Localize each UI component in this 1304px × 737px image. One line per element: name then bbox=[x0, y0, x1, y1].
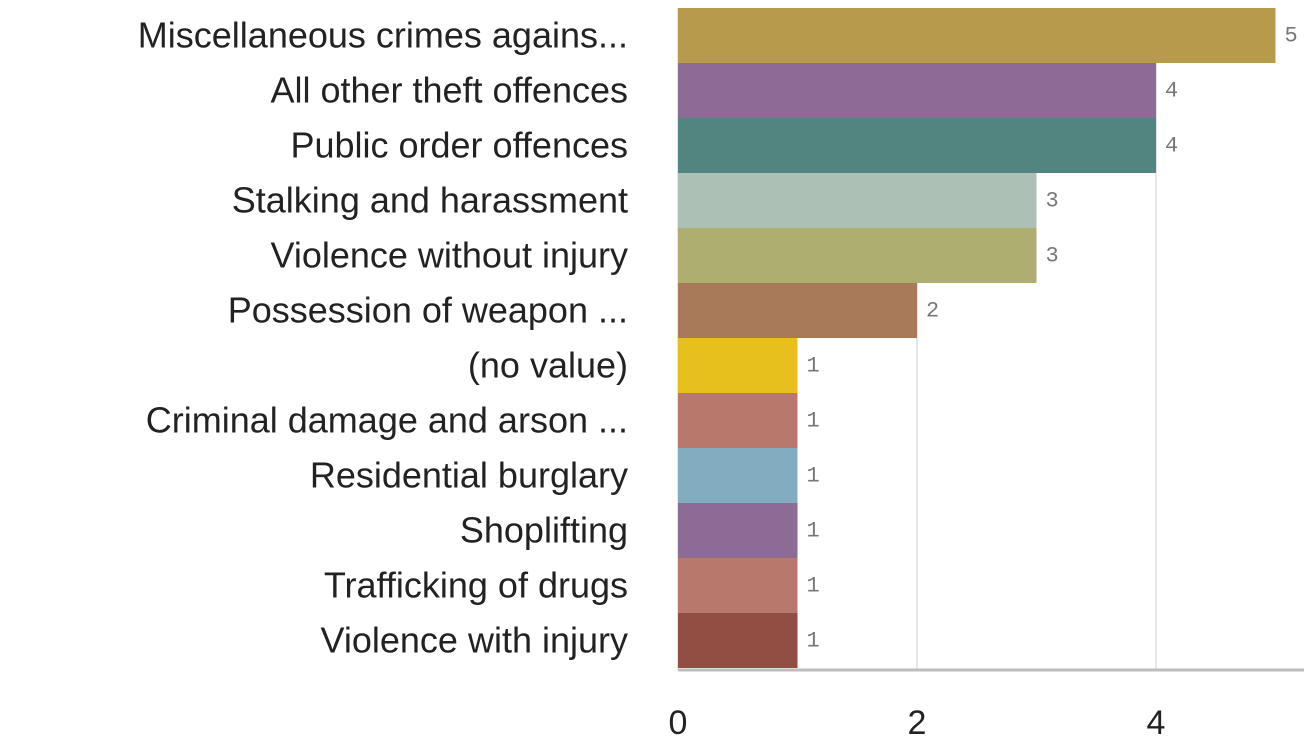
category-label-5: Possession of weapon ... bbox=[228, 290, 628, 331]
bar-8 bbox=[678, 448, 798, 503]
category-label-0: Miscellaneous crimes agains... bbox=[138, 15, 628, 56]
value-label-0: 5 bbox=[1285, 24, 1298, 49]
value-label-6: 1 bbox=[807, 354, 820, 379]
bar-2 bbox=[678, 118, 1156, 173]
category-label-11: Violence with injury bbox=[321, 620, 629, 661]
value-label-2: 4 bbox=[1165, 134, 1178, 159]
bar-3 bbox=[678, 173, 1037, 228]
bar-7 bbox=[678, 393, 798, 448]
category-label-2: Public order offences bbox=[290, 125, 628, 166]
value-label-9: 1 bbox=[807, 519, 820, 544]
value-label-11: 1 bbox=[807, 629, 820, 654]
bar-11 bbox=[678, 613, 798, 668]
bar-5 bbox=[678, 283, 917, 338]
bar-4 bbox=[678, 228, 1037, 283]
bars bbox=[678, 8, 1276, 668]
category-labels: Miscellaneous crimes agains... All other … bbox=[138, 15, 628, 661]
value-label-4: 3 bbox=[1046, 244, 1059, 269]
bar-1 bbox=[678, 63, 1156, 118]
bar-9 bbox=[678, 503, 798, 558]
value-label-1: 4 bbox=[1165, 79, 1178, 104]
category-label-10: Trafficking of drugs bbox=[324, 565, 628, 606]
x-tick-label-2: 4 bbox=[1147, 704, 1166, 737]
value-label-3: 3 bbox=[1046, 189, 1059, 214]
category-label-6: (no value) bbox=[468, 345, 628, 386]
value-label-7: 1 bbox=[807, 409, 820, 434]
category-label-4: Violence without injury bbox=[270, 235, 628, 276]
category-label-1: All other theft offences bbox=[270, 70, 628, 111]
category-label-8: Residential burglary bbox=[310, 455, 628, 496]
value-labels: 5 4 4 3 3 2 1 1 1 1 1 1 bbox=[807, 24, 1298, 654]
bar-0 bbox=[678, 8, 1276, 63]
value-label-5: 2 bbox=[926, 299, 939, 324]
category-label-7: Criminal damage and arson ... bbox=[146, 400, 628, 441]
x-tick-labels: 0 2 4 bbox=[669, 704, 1166, 737]
value-label-8: 1 bbox=[807, 464, 820, 489]
x-tick-label-1: 2 bbox=[908, 704, 927, 737]
value-label-10: 1 bbox=[807, 574, 820, 599]
bar-10 bbox=[678, 558, 798, 613]
category-label-9: Shoplifting bbox=[460, 510, 628, 551]
bar-6 bbox=[678, 338, 798, 393]
x-tick-label-0: 0 bbox=[669, 704, 688, 737]
category-label-3: Stalking and harassment bbox=[232, 180, 628, 221]
